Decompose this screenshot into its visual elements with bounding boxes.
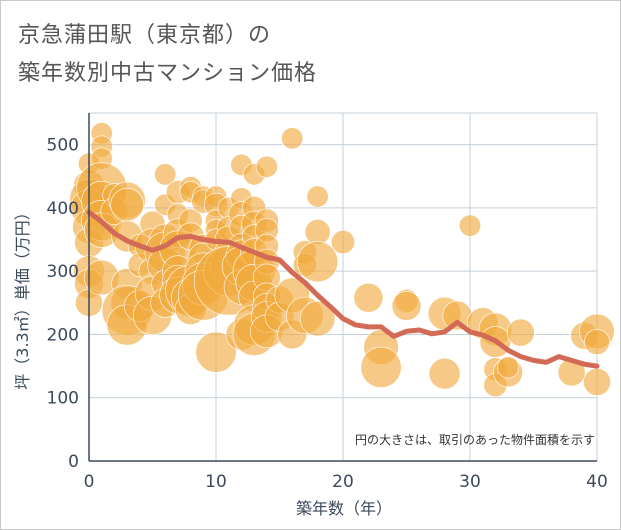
x-tick-label: 10	[205, 472, 227, 492]
data-bubble	[306, 185, 329, 208]
data-bubble	[584, 329, 610, 355]
y-tick-label: 300	[47, 262, 79, 282]
average-price-trend-line	[86, 209, 600, 369]
data-bubble	[330, 230, 355, 255]
data-bubble	[154, 163, 177, 186]
data-bubble	[506, 318, 535, 347]
chart-title-line2: 築年数別中古マンション価格	[18, 61, 318, 86]
data-bubble	[281, 127, 304, 150]
y-tick-label: 0	[68, 452, 79, 472]
trend-line-series	[86, 209, 600, 369]
data-bubble	[304, 219, 331, 245]
x-tick-label: 0	[84, 472, 95, 492]
data-bubble	[195, 331, 237, 373]
data-bubble	[255, 155, 278, 178]
x-tick-label: 30	[459, 472, 481, 492]
data-bubble	[360, 346, 402, 388]
data-bubble	[583, 368, 611, 396]
bubble-size-note: 円の大きさは、取引のあった物件面積を示す	[355, 432, 595, 447]
data-bubble	[299, 300, 336, 337]
chart-title-line1: 京急蒲田駅（東京都）の	[18, 23, 272, 48]
y-tick-label: 500	[47, 136, 79, 156]
y-tick-label: 200	[47, 325, 79, 345]
y-axis-label: 坪（3.3㎡）単価（万円）	[13, 204, 32, 389]
y-tick-label: 400	[47, 199, 79, 219]
y-tick-label: 100	[47, 389, 79, 409]
data-bubble	[391, 291, 422, 321]
data-bubble	[497, 356, 520, 379]
data-bubble	[353, 282, 384, 313]
x-axis-label: 築年数（年）	[296, 499, 392, 518]
data-bubble	[297, 241, 339, 283]
x-tick-label: 40	[586, 472, 608, 492]
bubble-series	[69, 122, 615, 398]
x-tick-label: 20	[332, 472, 354, 492]
data-bubble	[458, 214, 482, 237]
data-bubble	[428, 357, 461, 390]
data-bubble	[110, 187, 144, 222]
